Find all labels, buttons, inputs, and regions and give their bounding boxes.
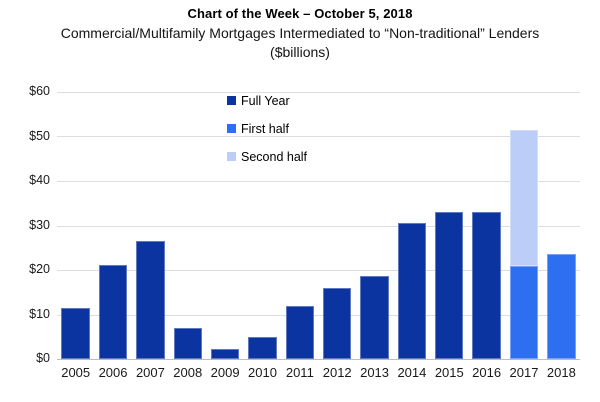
bar-column-2009	[206, 92, 243, 359]
gridline--10	[57, 314, 580, 316]
bar-segment-2012-full-year	[322, 287, 352, 359]
x-axis-label-2013: 2013	[360, 365, 390, 380]
gridline--0	[57, 359, 580, 360]
chart-units-label: ($billions)	[270, 44, 330, 60]
chart-title: Chart of the Week – October 5, 2018	[187, 6, 413, 21]
gridline--50	[57, 136, 580, 138]
bar-segment-2008-full-year	[173, 327, 202, 359]
bar-column-2007	[132, 92, 169, 359]
bar-column-2018	[543, 92, 580, 359]
bar-segment-2011-full-year	[285, 305, 315, 359]
x-axis-label-2015: 2015	[434, 365, 464, 380]
y-axis-label--30: $30	[29, 217, 50, 232]
legend-swatch-first-half	[227, 124, 236, 133]
bar-column-2015	[431, 92, 468, 359]
bar-stack-2007	[136, 92, 165, 359]
bar-stack-2005	[61, 92, 90, 359]
legend-item-first-half: First half	[227, 121, 307, 136]
gridline--40	[57, 180, 580, 182]
x-axis-label-2009: 2009	[210, 365, 240, 380]
bar-column-2011	[281, 92, 318, 359]
gridline--20	[57, 269, 580, 271]
bar-stack-2009	[210, 92, 240, 359]
bar-column-2016	[468, 92, 505, 359]
bar-column-2013	[356, 92, 393, 359]
legend-swatch-second-half	[227, 152, 236, 161]
bar-column-2005	[57, 92, 94, 359]
legend: Full Year First half Second half	[227, 93, 307, 177]
bar-segment-2018-first-half	[547, 254, 576, 359]
bar-stack-2012	[322, 92, 352, 359]
chart-header: Chart of the Week – October 5, 2018 Comm…	[0, 6, 600, 60]
bar-segment-2014-full-year	[397, 222, 427, 359]
bar-column-2017	[505, 92, 542, 359]
bar-segment-2017-first-half	[509, 265, 539, 359]
bar-segment-2006-full-year	[98, 264, 128, 359]
legend-swatch-full-year	[227, 96, 236, 105]
bar-stack-2008	[173, 92, 202, 359]
bar-column-2014	[393, 92, 430, 359]
bar-stack-2014	[397, 92, 427, 359]
bar-stack-2013	[360, 92, 389, 359]
x-axis-label-2005: 2005	[61, 365, 91, 380]
x-axis-label-2010: 2010	[248, 365, 277, 380]
y-axis-label--40: $40	[29, 173, 50, 187]
bar-column-2010	[244, 92, 281, 359]
x-axis-label-2017: 2017	[509, 365, 539, 380]
bar-stack-2017	[509, 92, 539, 359]
x-axis-label-2014: 2014	[397, 365, 427, 380]
x-axis-label-2012: 2012	[322, 365, 352, 380]
legend-label-second-half: Second half	[241, 149, 308, 164]
legend-label-first-half: First half	[241, 121, 289, 136]
x-axis-label-2011: 2011	[285, 365, 314, 380]
chart-subtitle: Commercial/Multifamily Mortgages Interme…	[60, 25, 540, 41]
gridline--30	[57, 225, 580, 227]
y-axis-label--50: $50	[29, 128, 50, 143]
bar-segment-2007-full-year	[136, 241, 165, 359]
x-axis-label-2016: 2016	[472, 365, 502, 380]
x-axis-label-2006: 2006	[98, 365, 128, 380]
gridline--60	[57, 92, 580, 93]
bar-column-2012	[319, 92, 356, 359]
bar-segment-2013-full-year	[360, 276, 389, 359]
bar-column-2006	[94, 92, 131, 359]
x-axis: 2005 2006 2007 2008 2009 2010 2011 2012 2013 2014…	[57, 365, 580, 380]
y-axis-label--60: $60	[29, 84, 50, 98]
y-axis-label--0: $0	[36, 351, 50, 365]
y-axis-label--20: $20	[29, 262, 50, 276]
x-axis-label-2008: 2008	[173, 365, 203, 380]
bar-stack-2018	[547, 92, 576, 359]
plot-area: Full Year First half Second half	[57, 92, 580, 360]
bar-segment-2010-full-year	[248, 336, 277, 359]
bar-segment-2005-full-year	[61, 307, 90, 359]
bar-stack-2015	[435, 92, 464, 359]
bar-stack-2016	[472, 92, 501, 359]
x-axis-label-2007: 2007	[135, 365, 165, 380]
y-axis-label--10: $10	[29, 306, 50, 321]
bar-column-2008	[169, 92, 206, 359]
x-axis-label-2018: 2018	[546, 365, 576, 380]
bar-stack-2010	[248, 92, 277, 359]
legend-label-full-year: Full Year	[241, 93, 290, 108]
bar-stack-2011	[285, 92, 315, 359]
bar-series	[57, 92, 580, 359]
bar-segment-2009-full-year	[210, 348, 240, 359]
legend-item-second-half: Second half	[227, 149, 307, 164]
bar-segment-2016-full-year	[472, 212, 501, 359]
bar-segment-2017-second-half	[509, 129, 539, 266]
bar-stack-2006	[98, 92, 128, 359]
legend-item-full-year: Full Year	[227, 93, 307, 108]
bar-segment-2015-full-year	[435, 212, 464, 359]
